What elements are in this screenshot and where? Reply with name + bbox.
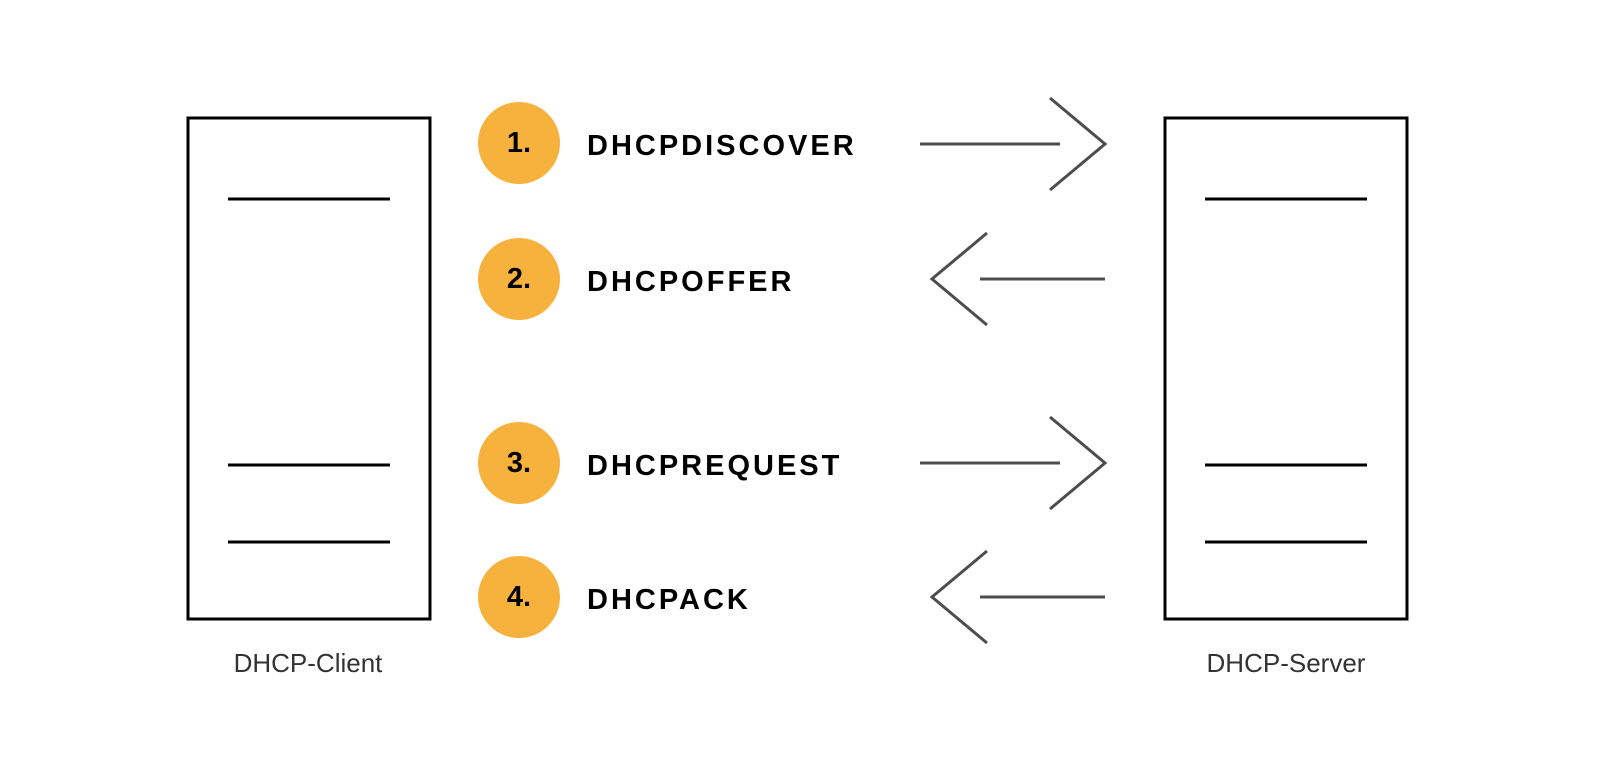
step-label: DHCPREQUEST xyxy=(587,450,842,482)
client-box-label: DHCP-Client xyxy=(234,648,384,678)
step-badge-number: 4. xyxy=(507,581,531,613)
step-2: 2. DHCPOFFER xyxy=(478,238,794,320)
step-label: DHCPDISCOVER xyxy=(587,130,857,162)
dhcp-flow-diagram: DHCP-Client DHCP-Server 1. DHCPDISCOVER 2. DH… xyxy=(0,0,1597,783)
arrow xyxy=(920,98,1105,190)
step-badge-number: 1. xyxy=(507,127,531,159)
step-1: 1. DHCPDISCOVER xyxy=(478,102,857,184)
step-badge-number: 3. xyxy=(507,447,531,479)
step-4: 4. DHCPACK xyxy=(478,556,751,638)
arrow xyxy=(932,551,1105,643)
arrow xyxy=(932,233,1105,325)
server-box: DHCP-Server xyxy=(1165,118,1407,678)
step-badge-number: 2. xyxy=(507,263,531,295)
step-label: DHCPACK xyxy=(587,584,751,616)
step-3: 3. DHCPREQUEST xyxy=(478,422,842,504)
arrow xyxy=(920,417,1105,509)
step-label: DHCPOFFER xyxy=(587,266,794,298)
client-box: DHCP-Client xyxy=(188,118,430,678)
server-box-label: DHCP-Server xyxy=(1207,648,1366,678)
